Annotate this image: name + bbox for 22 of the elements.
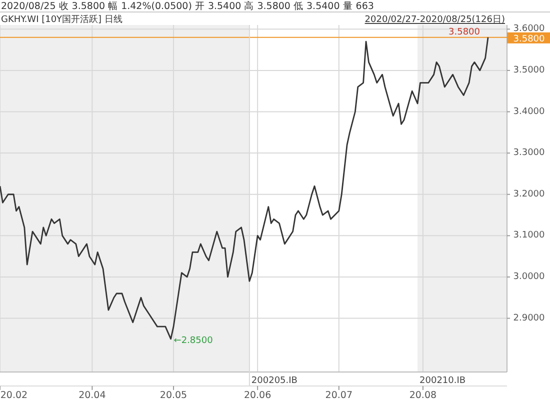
chart-title: 2020/08/25 收 3.5800 幅 1.42%(0.0500) 开 3.5400 高 3.5800 低 3.5400 量 663	[1, 0, 374, 12]
annotation: ←2.8500	[174, 336, 214, 346]
x-tick-label: 20.05	[160, 390, 188, 401]
ref-line-label: 3.5800	[513, 34, 546, 44]
x-tick-label: 20.04	[78, 390, 106, 401]
band-label: 200210.IB	[420, 376, 466, 386]
y-tick-label: 3.0000	[513, 272, 546, 282]
x-tick-label: 20.02	[0, 390, 28, 401]
annotation: 2020/02/27-2020/08/25(126日)	[364, 15, 505, 25]
y-tick-label: 3.1000	[513, 230, 546, 241]
x-tick-label: 20.07	[325, 390, 353, 401]
y-tick-label: 3.3000	[513, 148, 546, 158]
y-tick-label: 3.5000	[513, 65, 546, 76]
y-tick-label: 3.2000	[513, 189, 546, 200]
x-tick-label: 20.06	[244, 390, 272, 401]
x-tick-label: 20.08	[409, 390, 437, 401]
ref-line-label: 200205.IB	[251, 376, 298, 386]
annotation: 3.5800	[448, 27, 480, 38]
chart-subtitle: GKHY.WI [10Y国开活跃] 日线	[1, 14, 122, 25]
y-tick-label: 3.6000	[513, 24, 546, 34]
y-tick-label: 2.9000	[513, 313, 546, 324]
y-tick-label: 3.4000	[513, 106, 546, 117]
